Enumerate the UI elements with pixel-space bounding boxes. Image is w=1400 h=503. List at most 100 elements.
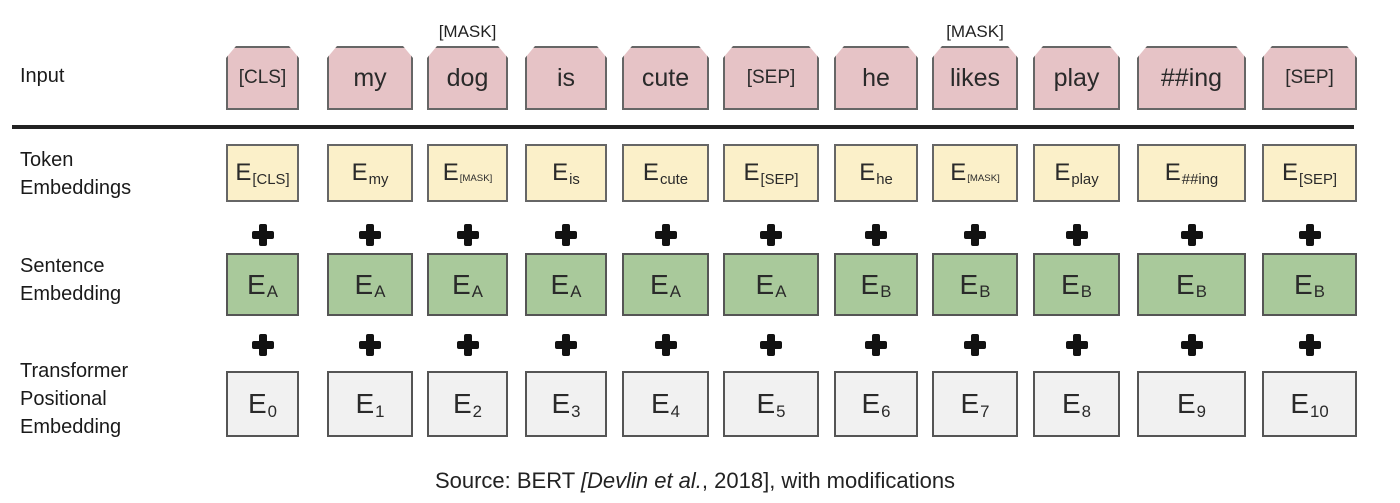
token-embedding-base: E bbox=[743, 159, 760, 186]
plus-icon bbox=[964, 224, 986, 246]
positional-embedding-base: E bbox=[452, 388, 472, 419]
plus-icon bbox=[654, 224, 677, 246]
token-embedding-base: E bbox=[1164, 159, 1181, 186]
token-embedding-base: E bbox=[442, 159, 459, 186]
mask-tag: [MASK] bbox=[946, 22, 1004, 41]
plus-icon bbox=[1298, 224, 1321, 246]
plus-icon bbox=[1065, 224, 1088, 246]
caption-citation: [Devlin et al. bbox=[580, 468, 702, 493]
input-token: he bbox=[834, 46, 918, 110]
positional-embedding-base: E bbox=[650, 388, 670, 419]
token-embedding-subscript: ##ing bbox=[1181, 171, 1219, 188]
positional-embedding-subscript: 3 bbox=[571, 401, 581, 421]
token-embedding-subscript: is bbox=[569, 171, 580, 188]
sentence-embedding-subscript: B bbox=[880, 282, 892, 302]
plus-icon bbox=[456, 224, 479, 246]
plus-icon bbox=[1180, 224, 1203, 246]
positional-embedding-subscript: 7 bbox=[980, 401, 990, 421]
positional-embedding-subscript: 8 bbox=[1081, 401, 1092, 421]
token-embedding: E [MASK] bbox=[932, 144, 1018, 202]
token-embedding-subscript: [MASK] bbox=[967, 172, 1000, 184]
positional-embedding-subscript: 0 bbox=[267, 401, 278, 421]
plus-icon bbox=[1298, 334, 1321, 356]
token-embedding-base: E bbox=[552, 159, 569, 186]
sentence-embedding-base: E bbox=[860, 268, 880, 300]
input-token: dog bbox=[427, 46, 508, 110]
row-label-sentence-embedding: Sentence Embedding bbox=[20, 255, 122, 305]
sentence-embedding-base: E bbox=[755, 268, 775, 300]
input-token: likes bbox=[932, 46, 1018, 110]
positional-embedding-subscript: 1 bbox=[375, 401, 385, 421]
token-embedding-base: E bbox=[1281, 159, 1298, 186]
plus-icon bbox=[760, 224, 782, 246]
plus-icon bbox=[456, 334, 479, 356]
token-embedding-subscript: [MASK] bbox=[459, 172, 493, 184]
positional-embedding-base: E bbox=[551, 388, 571, 419]
plus-icon bbox=[760, 334, 782, 356]
token-embedding-subscript: play bbox=[1071, 171, 1099, 188]
plus-icon bbox=[251, 334, 274, 356]
plus-icon bbox=[1180, 334, 1203, 356]
row-label-input: Input bbox=[20, 65, 65, 87]
token-embedding-base: E bbox=[235, 159, 252, 186]
sentence-embedding-base: E bbox=[354, 268, 374, 300]
sentence-embedding-base: E bbox=[959, 268, 979, 300]
source-caption: Source: BERT [Devlin et al., 2018], with… bbox=[0, 468, 1390, 494]
caption-prefix: Source: BERT bbox=[434, 468, 581, 493]
positional-embedding-subscript: 2 bbox=[472, 401, 483, 421]
positional-embedding-base: E bbox=[247, 388, 267, 419]
divider-rule bbox=[12, 125, 1354, 129]
token-embedding: E [CLS] bbox=[226, 144, 299, 202]
plus-icon bbox=[865, 334, 887, 356]
plus-icon bbox=[359, 334, 381, 356]
plus-icon bbox=[654, 334, 677, 356]
row-label-positional-embedding: Transformer Positional Embedding bbox=[20, 360, 129, 438]
sentence-embedding-base: E bbox=[452, 268, 471, 300]
token-embedding-base: E bbox=[351, 159, 368, 186]
positional-embedding-base: E bbox=[1290, 388, 1309, 419]
sentence-embedding-base: E bbox=[1294, 268, 1313, 300]
positional-embedding-subscript: 6 bbox=[881, 401, 891, 421]
plus-icon bbox=[251, 224, 274, 246]
positional-embedding-base: E bbox=[1061, 388, 1081, 419]
token-embedding-base: E bbox=[642, 159, 659, 186]
token-embedding-subscript: he bbox=[876, 171, 893, 188]
positional-embedding-base: E bbox=[861, 388, 881, 419]
sentence-embedding-subscript: A bbox=[570, 282, 582, 302]
sentence-embedding-base: E bbox=[650, 268, 669, 300]
token-embedding-subscript: [CLS] bbox=[252, 171, 290, 188]
sentence-embedding-base: E bbox=[1061, 268, 1080, 300]
token-embedding: E [SEP] bbox=[723, 144, 819, 202]
sentence-embedding-subscript: B bbox=[979, 282, 991, 302]
plus-icon bbox=[555, 224, 577, 246]
input-token: is bbox=[525, 46, 607, 110]
token-embedding-subscript: [SEP] bbox=[1298, 171, 1338, 188]
input-token: ##ing bbox=[1137, 46, 1246, 110]
positional-embedding-subscript: 9 bbox=[1196, 401, 1207, 421]
token-embedding: E [MASK] bbox=[427, 144, 508, 202]
positional-embedding-subscript: 4 bbox=[670, 401, 681, 421]
caption-suffix: , 2018], with modifications bbox=[701, 468, 956, 493]
sentence-embedding-subscript: B bbox=[1313, 282, 1325, 302]
sentence-embedding-subscript: A bbox=[374, 282, 386, 302]
input-token: play bbox=[1033, 46, 1120, 110]
row-label-token-embeddings: Token Embeddings bbox=[20, 149, 132, 199]
